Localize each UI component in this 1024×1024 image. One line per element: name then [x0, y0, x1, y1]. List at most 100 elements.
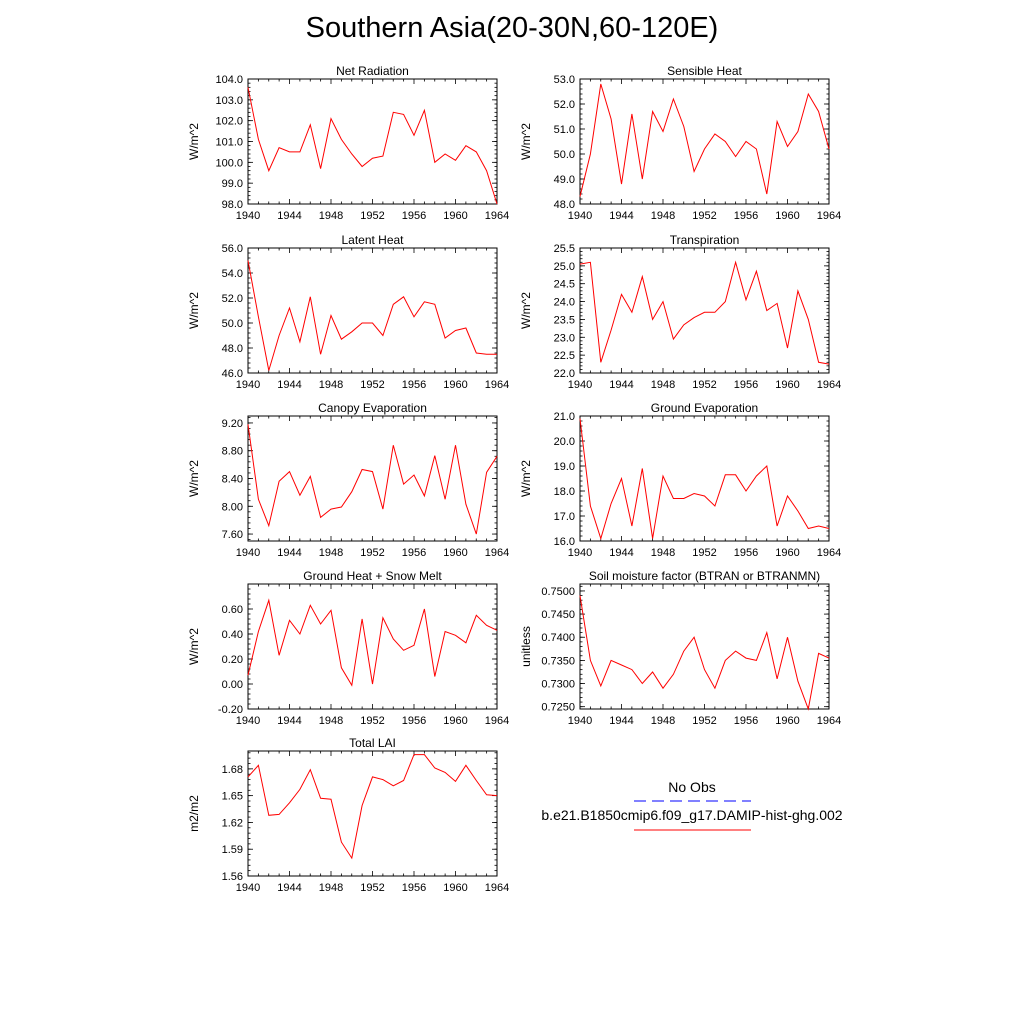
series-line — [579, 260, 830, 365]
x-tick-label: 1952 — [692, 210, 716, 222]
chart-panel-2: Sensible Heat W/m^2 1940 1944 1948 1952 1956 19… — [519, 64, 841, 222]
x-tick-label: 1964 — [817, 547, 841, 559]
x-tick-label: 1964 — [485, 210, 509, 222]
y-tick-label: 23.0 — [554, 332, 575, 344]
panel-title: Canopy Evaporation — [318, 401, 427, 415]
y-tick-label: 100.0 — [215, 157, 243, 169]
y-tick-label: 98.0 — [222, 199, 243, 211]
x-tick-label: 1948 — [651, 379, 675, 391]
x-tick-label: 1952 — [360, 379, 384, 391]
x-tick-label: 1948 — [319, 547, 343, 559]
panel-title: Soil moisture factor (BTRAN or BTRANMN) — [589, 569, 820, 583]
panel-title: Transpiration — [670, 233, 740, 247]
y-tick-label: 0.20 — [222, 654, 243, 666]
x-tick-label: 1960 — [443, 715, 467, 727]
chart-panel-5: Canopy Evaporation W/m^2 1940 1944 1948 1952 1… — [187, 401, 509, 559]
x-tick-label: 1960 — [775, 379, 799, 391]
x-tick-label: 1948 — [319, 882, 343, 894]
y-tick-label: 8.40 — [222, 474, 243, 486]
y-tick-label: 102.0 — [215, 116, 243, 128]
y-tick-label: 52.0 — [554, 99, 575, 111]
x-tick-label: 1940 — [236, 882, 260, 894]
x-tick-label: 1952 — [692, 547, 716, 559]
y-tick-label: 8.80 — [222, 446, 243, 458]
y-tick-label: 1.65 — [222, 791, 243, 803]
x-tick-label: 1940 — [236, 547, 260, 559]
panel-title: Sensible Heat — [667, 64, 742, 78]
panel-title: Total LAI — [349, 736, 396, 750]
series-line — [247, 260, 497, 371]
y-tick-label: 0.40 — [222, 629, 243, 641]
y-tick-label: 54.0 — [222, 268, 243, 280]
y-tick-label: 104.0 — [215, 74, 243, 86]
x-tick-label: 1940 — [236, 210, 260, 222]
x-tick-label: 1964 — [817, 379, 841, 391]
y-tick-label: 9.20 — [222, 418, 243, 430]
y-tick-label: 22.0 — [554, 368, 575, 380]
y-tick-label: 48.0 — [222, 343, 243, 355]
y-tick-label: 25.5 — [554, 243, 575, 255]
y-tick-label: 0.7400 — [541, 632, 575, 644]
y-axis-label: W/m^2 — [519, 292, 533, 329]
plot-frame — [579, 78, 830, 205]
plot-frame — [579, 247, 830, 374]
x-tick-label: 1940 — [568, 379, 592, 391]
x-tick-label: 1944 — [277, 715, 301, 727]
x-tick-label: 1952 — [360, 882, 384, 894]
chart-panel-3: Latent Heat W/m^2 1940 1944 1948 1952 1956 1960… — [187, 233, 509, 391]
series-line — [247, 424, 498, 535]
y-tick-label: 50.0 — [222, 318, 243, 330]
x-tick-label: 1952 — [692, 379, 716, 391]
chart-panel-7: Ground Heat + Snow Melt W/m^2 1940 1944 1948… — [187, 569, 509, 727]
legend-model-label: b.e21.B1850cmip6.f09_g17.DAMIP-hist-ghg.… — [541, 807, 842, 823]
x-tick-label: 1964 — [817, 210, 841, 222]
x-tick-label: 1940 — [568, 210, 592, 222]
panel-title: Ground Evaporation — [651, 401, 758, 415]
y-tick-label: 46.0 — [222, 368, 243, 380]
y-tick-label: 0.7500 — [541, 586, 575, 598]
chart-panel-9: Total LAI m2/m2 1940 1944 1948 1952 1956 1960 19… — [187, 736, 509, 894]
x-tick-label: 1964 — [817, 715, 841, 727]
x-tick-label: 1948 — [651, 715, 675, 727]
x-tick-label: 1944 — [277, 882, 301, 894]
series-line — [579, 418, 830, 541]
x-tick-label: 1952 — [692, 715, 716, 727]
x-tick-label: 1944 — [277, 547, 301, 559]
y-tick-label: 16.0 — [554, 536, 575, 548]
x-tick-label: 1944 — [609, 379, 633, 391]
y-tick-label: 99.0 — [222, 178, 243, 190]
x-tick-label: 1952 — [360, 210, 384, 222]
series-line — [247, 754, 498, 860]
chart-panel-1: Net Radiation W/m^2 1940 1944 1948 1952 1956 19… — [187, 64, 509, 222]
y-axis-label: W/m^2 — [519, 123, 533, 160]
plot-frame — [579, 583, 830, 710]
y-tick-label: 17.0 — [554, 511, 575, 523]
y-tick-label: 0.7250 — [541, 702, 575, 714]
y-tick-label: 49.0 — [554, 174, 575, 186]
x-tick-label: 1944 — [609, 715, 633, 727]
x-tick-label: 1956 — [402, 379, 426, 391]
y-tick-label: 8.00 — [222, 501, 243, 513]
x-tick-label: 1960 — [775, 715, 799, 727]
series-line — [247, 87, 498, 205]
y-tick-label: 19.0 — [554, 461, 575, 473]
y-tick-label: 0.60 — [222, 604, 243, 616]
plot-frame — [247, 750, 498, 877]
x-tick-label: 1964 — [485, 882, 509, 894]
y-tick-label: 22.5 — [554, 350, 575, 362]
chart-panel-8: Soil moisture factor (BTRAN or BTRANMN) u… — [519, 569, 841, 727]
x-tick-label: 1956 — [402, 547, 426, 559]
x-tick-label: 1940 — [236, 715, 260, 727]
y-axis-label: W/m^2 — [187, 123, 201, 160]
x-tick-label: 1956 — [402, 715, 426, 727]
y-tick-label: 25.0 — [554, 261, 575, 273]
y-tick-label: 0.00 — [222, 679, 243, 691]
legend-obs-label: No Obs — [668, 779, 715, 795]
y-tick-label: 52.0 — [222, 293, 243, 305]
panel-title: Latent Heat — [341, 233, 404, 247]
y-tick-label: 103.0 — [215, 95, 243, 107]
plot-frame — [247, 583, 498, 710]
series-line — [579, 83, 830, 197]
y-tick-label: 53.0 — [554, 74, 575, 86]
